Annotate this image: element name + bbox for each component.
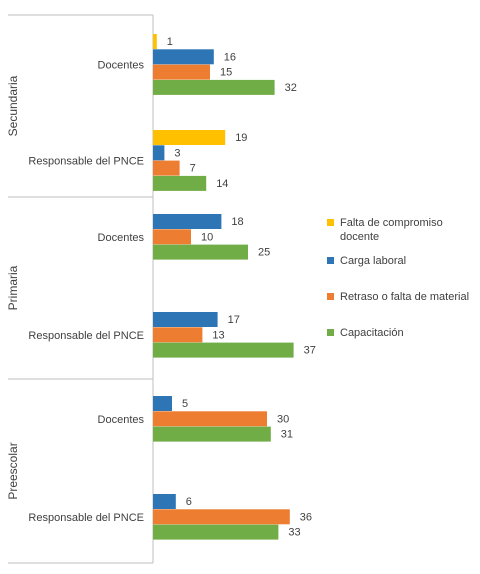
bar-preescolar-responsable-del-pnce-retraso-o-falta-de-material xyxy=(153,509,290,525)
bar-preescolar-responsable-del-pnce-capacitacion xyxy=(153,524,279,540)
data-label-preescolar-docentes-retraso-o-falta-de-material: 30 xyxy=(277,413,289,425)
legend-item-retraso-o-falta-de-material: Retraso o falta de material xyxy=(327,290,469,304)
group-label-primaria: Primaria xyxy=(6,265,20,310)
bar-primaria-responsable-del-pnce-capacitacion xyxy=(153,342,294,358)
category-label-secundaria-responsable-del-pnce: Responsable del PNCE xyxy=(28,156,144,168)
bar-secundaria-docentes-falta-de-compromiso-docente xyxy=(153,34,157,49)
category-label-preescolar-docentes: Docentes xyxy=(98,414,145,426)
bar-preescolar-docentes-capacitacion xyxy=(153,426,271,442)
data-label-secundaria-responsable-del-pnce-capacitacion: 14 xyxy=(216,178,228,190)
legend-swatch-retraso-o-falta-de-material xyxy=(327,293,334,300)
bar-secundaria-responsable-del-pnce-capacitacion xyxy=(153,175,207,191)
legend-item-carga-laboral: Carga laboral xyxy=(327,254,406,268)
bar-secundaria-docentes-capacitacion xyxy=(153,79,275,95)
bar-preescolar-docentes-carga-laboral xyxy=(153,396,172,411)
data-label-secundaria-docentes-falta-de-compromiso-docente: 1 xyxy=(167,36,173,48)
category-label-primaria-docentes: Docentes xyxy=(98,232,145,244)
legend-label-capacitacion: Capacitación xyxy=(340,327,404,339)
legend-swatch-carga-laboral xyxy=(327,257,334,264)
legend-label-falta-de-compromiso-docente: Falta de compromiso docente xyxy=(340,217,443,243)
bar-primaria-docentes-carga-laboral xyxy=(153,214,222,229)
data-label-secundaria-responsable-del-pnce-falta-de-compromiso-docente: 19 xyxy=(235,132,247,144)
data-label-preescolar-docentes-capacitacion: 31 xyxy=(281,429,293,441)
data-label-secundaria-responsable-del-pnce-carga-laboral: 3 xyxy=(174,147,180,159)
group-label-secundaria: Secundaria xyxy=(6,75,20,136)
data-label-secundaria-docentes-capacitacion: 32 xyxy=(285,82,297,94)
bar-secundaria-responsable-del-pnce-falta-de-compromiso-docente xyxy=(153,130,226,145)
legend-swatch-falta-de-compromiso-docente xyxy=(327,219,334,226)
bar-primaria-docentes-capacitacion xyxy=(153,244,248,260)
bar-secundaria-docentes-carga-laboral xyxy=(153,49,214,65)
data-label-preescolar-responsable-del-pnce-carga-laboral: 6 xyxy=(186,496,192,508)
category-label-primaria-responsable-del-pnce: Responsable del PNCE xyxy=(28,330,144,342)
legend-label-carga-laboral: Carga laboral xyxy=(340,255,407,267)
bar-preescolar-responsable-del-pnce-carga-laboral xyxy=(153,494,176,509)
data-label-primaria-docentes-capacitacion: 25 xyxy=(258,247,270,259)
data-label-preescolar-docentes-carga-laboral: 5 xyxy=(182,398,188,410)
category-label-preescolar-responsable-del-pnce: Responsable del PNCE xyxy=(28,512,144,524)
bar-primaria-docentes-retraso-o-falta-de-material xyxy=(153,229,191,245)
bar-preescolar-docentes-retraso-o-falta-de-material xyxy=(153,411,267,427)
bar-secundaria-responsable-del-pnce-retraso-o-falta-de-material xyxy=(153,160,180,176)
data-label-preescolar-responsable-del-pnce-retraso-o-falta-de-material: 36 xyxy=(300,511,312,523)
data-label-primaria-responsable-del-pnce-retraso-o-falta-de-material: 13 xyxy=(212,329,224,341)
legend-swatch-capacitacion xyxy=(327,329,334,336)
data-label-preescolar-responsable-del-pnce-capacitacion: 33 xyxy=(288,527,300,539)
data-label-primaria-docentes-carga-laboral: 18 xyxy=(231,216,243,228)
data-label-secundaria-responsable-del-pnce-retraso-o-falta-de-material: 7 xyxy=(190,163,196,175)
category-label-secundaria-docentes: Docentes xyxy=(98,60,145,72)
data-label-primaria-responsable-del-pnce-carga-laboral: 17 xyxy=(228,314,240,326)
bar-secundaria-docentes-retraso-o-falta-de-material xyxy=(153,64,210,80)
bar-secundaria-responsable-del-pnce-carga-laboral xyxy=(153,145,165,161)
data-label-secundaria-docentes-retraso-o-falta-de-material: 15 xyxy=(220,67,232,79)
data-label-primaria-responsable-del-pnce-capacitacion: 37 xyxy=(304,345,316,357)
data-label-primaria-docentes-retraso-o-falta-de-material: 10 xyxy=(201,231,213,243)
group-label-preescolar: Preescolar xyxy=(6,442,20,499)
bar-primaria-responsable-del-pnce-carga-laboral xyxy=(153,312,218,327)
legend-item-capacitacion: Capacitación xyxy=(327,326,404,340)
bar-primaria-responsable-del-pnce-retraso-o-falta-de-material xyxy=(153,327,203,343)
legend-label-retraso-o-falta-de-material: Retraso o falta de material xyxy=(340,291,470,303)
data-label-secundaria-docentes-carga-laboral: 16 xyxy=(224,51,236,63)
legend-item-falta-de-compromiso-docente: Falta de compromiso docente xyxy=(327,216,477,244)
